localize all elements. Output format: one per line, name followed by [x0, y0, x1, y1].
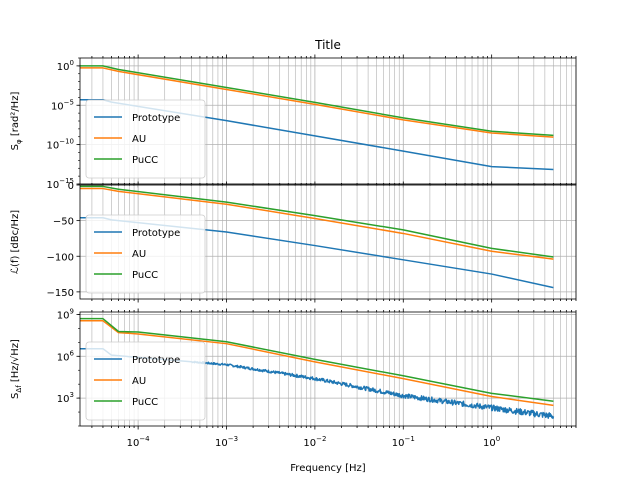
- y-tick-label: −150: [47, 288, 74, 299]
- series-line-pucc: [80, 185, 554, 258]
- y-tick-label: 109: [57, 307, 74, 321]
- series-line-prototype: [80, 347, 555, 420]
- legend: Prototype AU PuCC: [85, 214, 206, 294]
- y-tick-label: 100: [57, 59, 74, 73]
- y-tick-label: 10−5: [51, 98, 74, 112]
- series-group: [80, 317, 555, 420]
- x-tick-label: 10−3: [215, 435, 238, 449]
- y-axis-label: Sφ [rad²/Hz]: [10, 92, 23, 151]
- series-line-au: [80, 187, 554, 260]
- x-tick-labels: 10−4 10−3 10−2 10−1 100: [127, 435, 501, 449]
- panel-2: 0 −50 −100 −150 ℒ(f) [dBc/Hz] Prototype AU PuCC: [10, 181, 577, 303]
- axes-frame: [79, 311, 577, 427]
- x-tick-label: 10−2: [303, 435, 326, 449]
- legend-label-au: AU: [132, 249, 146, 260]
- series-line-pucc: [80, 65, 554, 137]
- y-axis-label: SΔf [Hz/√Hz]: [10, 339, 23, 399]
- legend-label-prototype: Prototype: [132, 355, 180, 366]
- series-line-pucc: [80, 317, 554, 402]
- series-line-au: [80, 67, 554, 138]
- x-tick-label: 10−1: [392, 435, 415, 449]
- legend-label-pucc: PuCC: [132, 397, 158, 408]
- y-axis-label: ℒ(f) [dBc/Hz]: [10, 210, 21, 274]
- panel-3: 103 106 109 SΔf [Hz/√Hz] Prototype AU PuCC: [10, 307, 577, 430]
- y-tick-label: 10−10: [46, 138, 74, 152]
- y-tick-label: 103: [57, 391, 74, 405]
- panel-1: 100 10−5 10−10 10−15 Sφ [rad²/Hz] Prototype AU…: [10, 54, 577, 191]
- y-tick-label: −50: [53, 217, 74, 228]
- y-tick-label: −100: [47, 252, 74, 263]
- chart-title: Title: [314, 38, 341, 52]
- x-axis-label: Frequency [Hz]: [290, 463, 366, 474]
- x-tick-label: 10−4: [127, 435, 151, 449]
- y-tick-label: 106: [57, 349, 75, 363]
- legend: Prototype AU PuCC: [85, 99, 206, 179]
- legend-label-au: AU: [132, 134, 146, 145]
- legend-label-prototype: Prototype: [132, 113, 180, 124]
- legend: Prototype AU PuCC: [85, 341, 206, 421]
- y-tick-label: 0: [68, 181, 74, 192]
- legend-label-au: AU: [132, 376, 146, 387]
- series-line-au: [80, 320, 554, 407]
- axes-frame: [79, 57, 577, 185]
- legend-label-prototype: Prototype: [132, 228, 180, 239]
- x-tick-label: 100: [483, 435, 500, 449]
- legend-label-pucc: PuCC: [132, 270, 158, 281]
- y-tick-label: 10−15: [46, 177, 74, 191]
- axes-frame: [79, 184, 577, 300]
- legend-label-pucc: PuCC: [132, 155, 158, 166]
